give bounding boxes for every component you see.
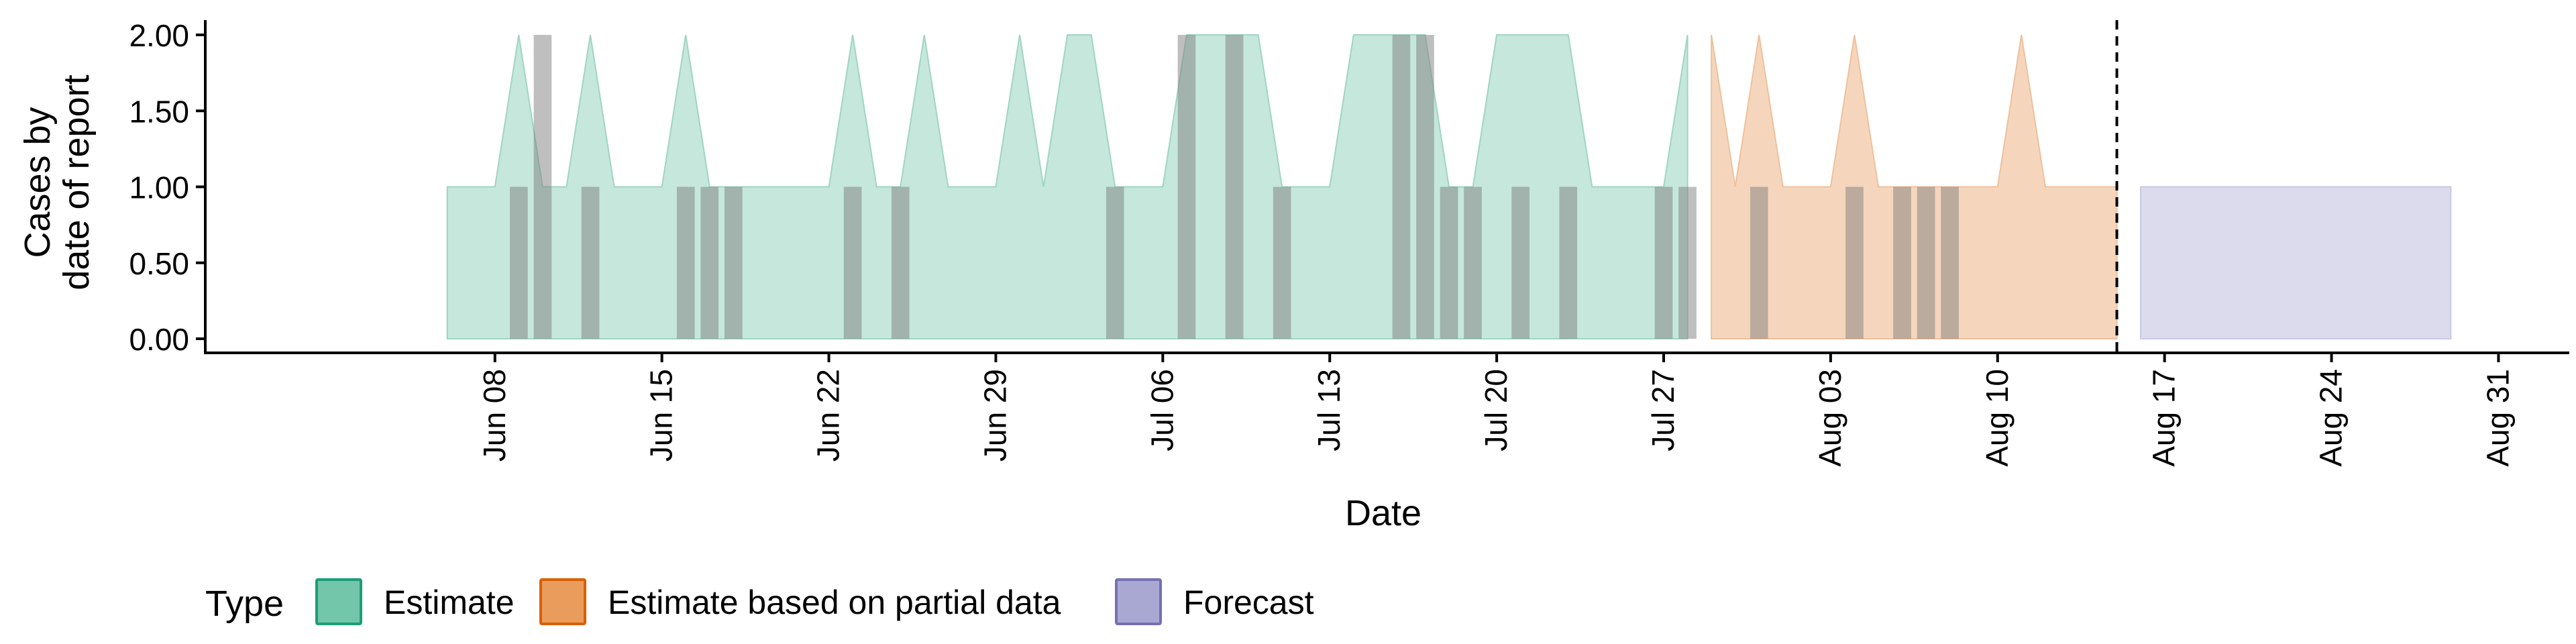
legend-label-forecast: Forecast (1183, 584, 1314, 621)
y-tick-label: 0.00 (129, 322, 189, 357)
reported-case-bar (891, 186, 910, 339)
x-tick-label: Aug 24 (2314, 369, 2349, 467)
x-tick-label: Jul 20 (1479, 369, 1513, 451)
x-tick-label: Jul 06 (1144, 369, 1179, 451)
x-tick-label: Jun 22 (811, 369, 846, 462)
reported-case-bar (1678, 186, 1697, 339)
y-tick-label: 2.00 (129, 18, 189, 53)
reported-case-bar (1941, 186, 1959, 339)
y-tick-label: 1.50 (129, 94, 189, 129)
reported-case-bar (1392, 35, 1411, 339)
y-axis-title-line-1: Cases by (17, 107, 58, 258)
area-series-1 (446, 34, 1688, 339)
x-axis-title: Date (1345, 493, 1421, 533)
reported-case-bar (700, 186, 719, 339)
reported-case-bar (843, 186, 862, 339)
legend-swatch-estimate (315, 578, 362, 625)
reported-case-bar (1440, 186, 1458, 339)
x-tick-label: Aug 10 (1980, 369, 2015, 467)
reported-case-bar (1845, 186, 1864, 339)
y-tick-label: 1.00 (129, 170, 189, 205)
legend-title: Type (205, 584, 284, 624)
legend-label-estimate: Estimate (384, 584, 515, 621)
y-axis-title: Cases by date of report (17, 74, 97, 290)
reported-case-bar (1893, 186, 1911, 339)
x-tick-label: Jul 27 (1646, 369, 1680, 451)
legend-label-partial: Estimate based on partial data (608, 584, 1061, 621)
reported-case-bar (533, 35, 552, 339)
legend: Type Estimate Estimate based on partial … (205, 578, 1314, 625)
reported-case-bar (1225, 35, 1244, 339)
area-series-3 (2140, 186, 2452, 339)
reported-case-bar (676, 186, 695, 339)
x-tick-label: Aug 03 (1813, 369, 1847, 467)
reported-case-bar (1416, 35, 1434, 339)
reported-case-bar (1177, 35, 1196, 339)
reported-case-bar (581, 186, 600, 339)
plot-area (446, 20, 2452, 353)
y-axis-title-line-2: date of report (56, 74, 97, 290)
x-tick-label: Jul 13 (1311, 369, 1346, 451)
reported-case-bar (1917, 186, 1935, 339)
axes: 0.00 0.50 1.00 1.50 2.00 Jun 08 Jun 15 Jun 22 Ju… (129, 18, 2569, 467)
reported-case-bar (1273, 186, 1291, 339)
reported-case-bar (1511, 186, 1529, 339)
legend-swatch-forecast (1115, 578, 1162, 625)
x-tick-label: Aug 31 (2480, 369, 2515, 467)
x-tick-label: Aug 17 (2147, 369, 2182, 467)
reported-case-bar (510, 186, 528, 339)
legend-swatch-partial (539, 578, 586, 625)
reported-case-bar (1750, 186, 1768, 339)
reported-case-bar (724, 186, 743, 339)
area-series-2 (1711, 34, 2118, 339)
reported-case-bar (1559, 186, 1578, 339)
reported-case-bar (1464, 186, 1482, 339)
x-tick-label: Jun 15 (644, 369, 679, 462)
x-tick-label: Jun 29 (977, 369, 1012, 462)
y-tick-label: 0.50 (129, 246, 189, 281)
x-tick-label: Jun 08 (477, 369, 512, 462)
reported-case-bar (1654, 186, 1673, 339)
reported-case-bar (1106, 186, 1124, 339)
